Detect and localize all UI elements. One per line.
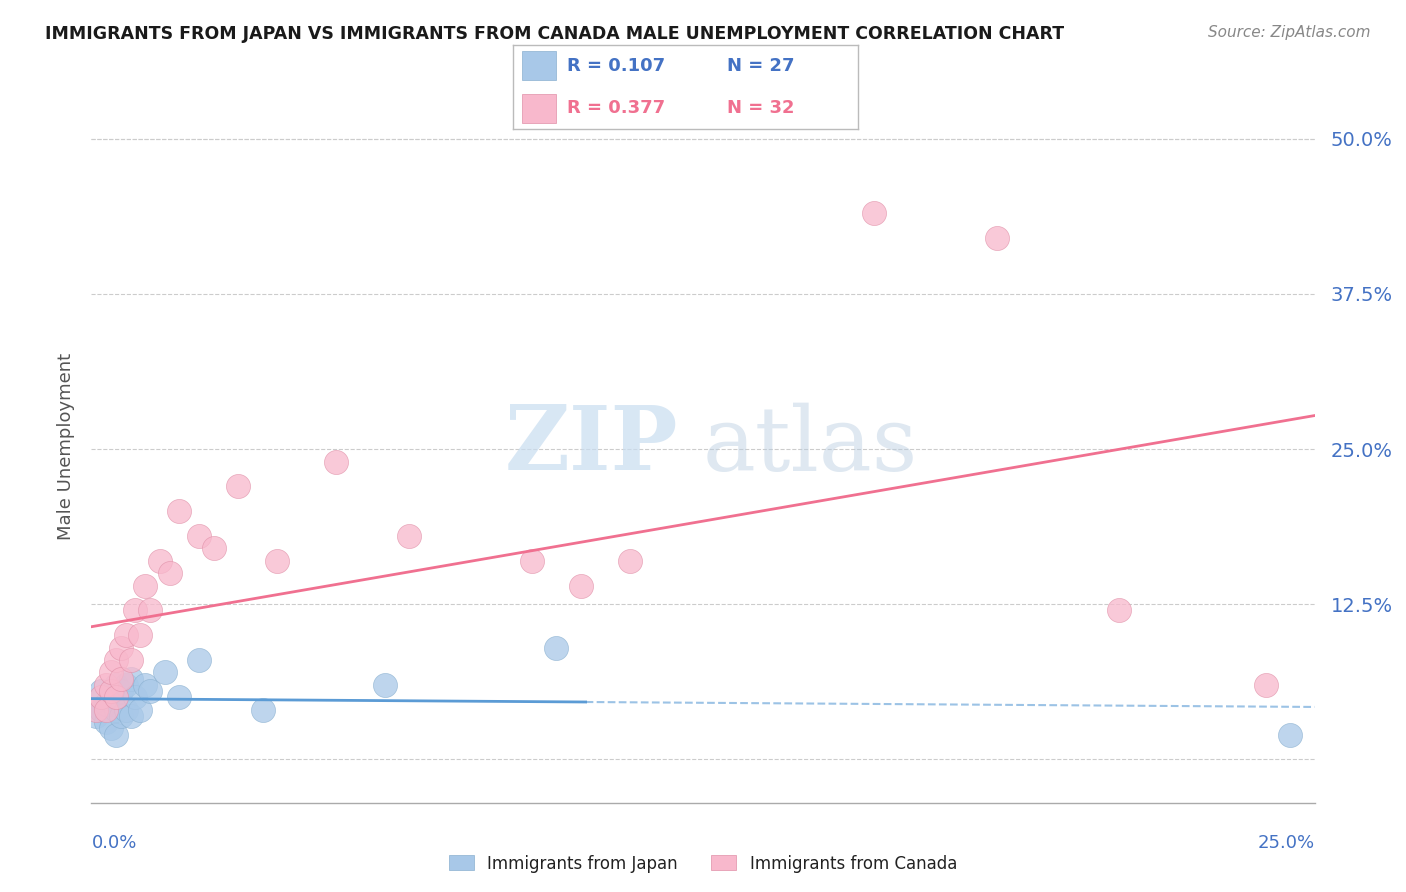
Point <box>94 703 117 717</box>
Text: atlas: atlas <box>703 402 918 490</box>
Point <box>159 566 181 581</box>
Point <box>124 603 146 617</box>
Text: 25.0%: 25.0% <box>1257 834 1315 852</box>
Point <box>114 628 136 642</box>
Point <box>94 715 117 730</box>
Point <box>252 703 274 717</box>
Text: 0.0%: 0.0% <box>91 834 136 852</box>
Point <box>94 697 117 711</box>
Point <box>84 703 107 717</box>
Point <box>129 703 152 717</box>
Point <box>398 529 420 543</box>
Point <box>90 703 112 717</box>
Point <box>1254 678 1277 692</box>
Point <box>114 678 136 692</box>
Point <box>120 672 142 686</box>
Text: N = 32: N = 32 <box>727 99 794 117</box>
Point <box>104 703 127 717</box>
Point <box>266 554 288 568</box>
Point <box>114 703 136 717</box>
Point <box>110 672 132 686</box>
Point <box>104 653 127 667</box>
Point <box>110 684 132 698</box>
Point <box>104 690 127 705</box>
Point <box>149 554 172 568</box>
Point <box>120 653 142 667</box>
Bar <box>522 94 557 122</box>
Point <box>134 678 156 692</box>
Point <box>90 690 112 705</box>
Point <box>226 479 249 493</box>
Text: ZIP: ZIP <box>505 402 679 490</box>
Point <box>110 709 132 723</box>
Text: R = 0.107: R = 0.107 <box>567 57 665 75</box>
Point <box>520 554 543 568</box>
Point <box>188 653 211 667</box>
Text: R = 0.377: R = 0.377 <box>567 99 665 117</box>
Legend: Immigrants from Japan, Immigrants from Canada: Immigrants from Japan, Immigrants from C… <box>443 848 963 880</box>
Text: N = 27: N = 27 <box>727 57 794 75</box>
Point <box>169 504 191 518</box>
Point <box>169 690 191 705</box>
Point <box>546 640 568 655</box>
Point <box>1108 603 1130 617</box>
Point <box>120 709 142 723</box>
Point <box>325 454 347 468</box>
Point <box>100 665 122 680</box>
Bar <box>522 52 557 80</box>
Point <box>104 727 127 741</box>
Point <box>110 640 132 655</box>
Text: IMMIGRANTS FROM JAPAN VS IMMIGRANTS FROM CANADA MALE UNEMPLOYMENT CORRELATION CH: IMMIGRANTS FROM JAPAN VS IMMIGRANTS FROM… <box>45 25 1064 43</box>
Point <box>619 554 641 568</box>
Point <box>104 678 127 692</box>
Point <box>129 628 152 642</box>
Point <box>139 603 162 617</box>
Point <box>202 541 225 556</box>
Point <box>100 690 122 705</box>
Point <box>94 678 117 692</box>
Point <box>188 529 211 543</box>
Point <box>374 678 396 692</box>
Point <box>134 579 156 593</box>
Point <box>84 709 107 723</box>
Point <box>100 722 122 736</box>
Point <box>124 690 146 705</box>
Y-axis label: Male Unemployment: Male Unemployment <box>56 352 75 540</box>
Point <box>569 579 592 593</box>
Text: Source: ZipAtlas.com: Source: ZipAtlas.com <box>1208 25 1371 40</box>
Point <box>139 684 162 698</box>
Point <box>153 665 176 680</box>
Point <box>100 684 122 698</box>
Point <box>1279 727 1302 741</box>
Point <box>863 206 886 220</box>
Point <box>986 231 1008 245</box>
Point <box>90 684 112 698</box>
